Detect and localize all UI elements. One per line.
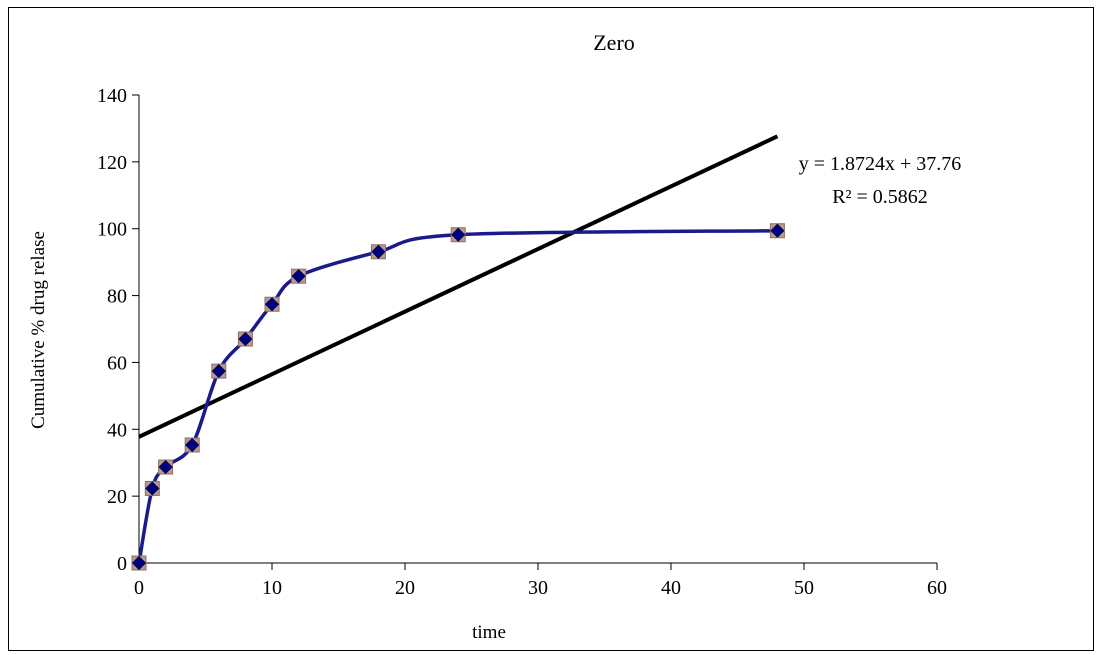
y-tick-label: 20: [107, 486, 127, 508]
chart-frame: [8, 7, 1094, 651]
point-diamond-marker: [211, 364, 226, 379]
y-axis-label: Cumulative % drug relase: [28, 231, 49, 429]
point-diamond-marker: [371, 244, 386, 259]
data-point: [237, 331, 253, 347]
x-tick-label: 0: [134, 577, 144, 599]
data-point: [370, 244, 386, 260]
point-diamond-marker: [145, 481, 160, 496]
trendline-equation: y = 1.8724x + 37.76: [799, 153, 962, 175]
trendline: [138, 134, 779, 439]
series: [131, 223, 785, 571]
ticks: 0 20 40 60 80 100 120 140 0 10 20 30 40 50 60: [97, 85, 947, 599]
x-tick-label: 10: [262, 577, 282, 599]
y-tick-label: 40: [107, 419, 127, 441]
trendline-line: [138, 134, 779, 439]
trendline-r2: R² = 0.5862: [832, 186, 928, 208]
data-point: [158, 459, 174, 475]
x-tick-label: 30: [528, 577, 548, 599]
point-diamond-marker: [185, 437, 200, 453]
data-point: [131, 555, 147, 571]
data-point: [184, 437, 200, 453]
data-point: [769, 223, 785, 239]
chart-title: Zero: [593, 30, 635, 55]
point-diamond-marker: [131, 555, 147, 571]
point-diamond-marker: [264, 297, 280, 312]
series-line: [137, 228, 778, 564]
data-point: [211, 363, 227, 379]
point-diamond-marker: [770, 223, 785, 238]
point-diamond-marker: [158, 459, 173, 475]
y-tick-label: 0: [117, 553, 127, 575]
x-tick-label: 50: [794, 577, 814, 599]
point-diamond-marker: [291, 269, 306, 284]
x-tick-label: 60: [927, 577, 947, 599]
data-point: [291, 268, 307, 284]
y-tick-label: 120: [97, 152, 127, 174]
y-tick-label: 100: [97, 219, 127, 241]
x-tick-label: 20: [395, 577, 415, 599]
data-point: [264, 296, 280, 312]
point-diamond-marker: [238, 331, 253, 347]
point-diamond-marker: [451, 227, 466, 242]
x-axis-label: time: [472, 622, 506, 643]
data-point: [450, 227, 466, 243]
y-tick-label: 80: [107, 286, 127, 308]
y-tick-label: 140: [97, 85, 127, 107]
x-tick-label: 40: [661, 577, 681, 599]
y-tick-label: 60: [107, 352, 127, 374]
data-point: [144, 480, 160, 496]
